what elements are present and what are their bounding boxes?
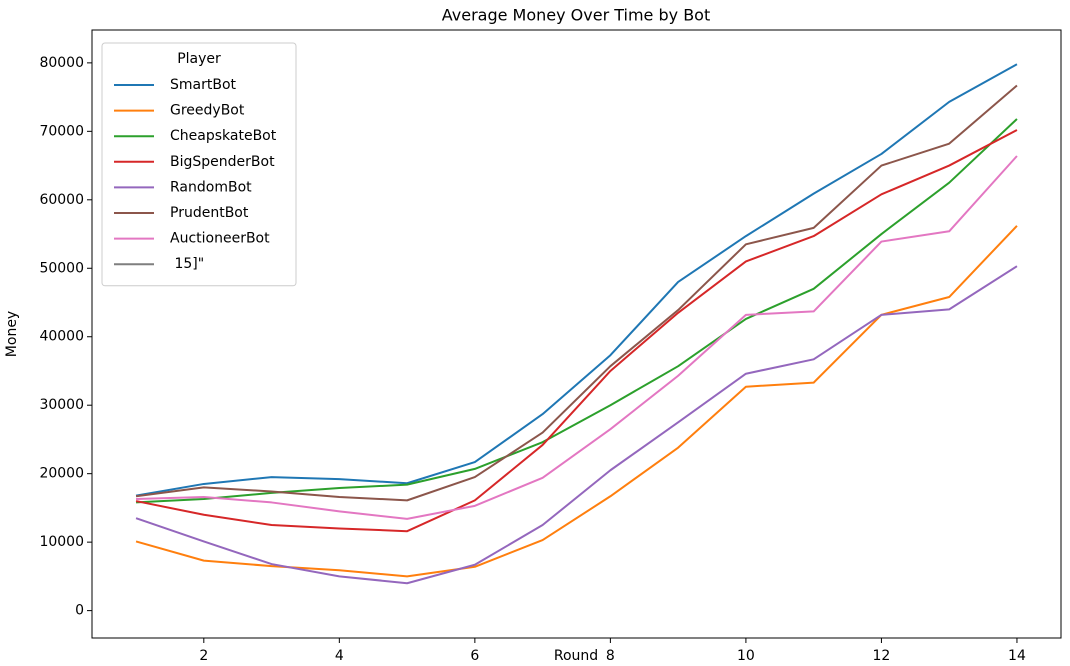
series-line xyxy=(135,129,1018,533)
x-tick-label: 10 xyxy=(737,648,755,664)
legend-title: Player xyxy=(177,51,221,67)
series-line xyxy=(135,84,1018,502)
legend-label: BigSpenderBot xyxy=(170,154,275,170)
y-axis-label: Money xyxy=(4,311,20,357)
x-tick-label: 6 xyxy=(470,648,479,664)
x-tick-label: 4 xyxy=(335,648,344,664)
y-tick-label: 30000 xyxy=(39,397,84,413)
y-tick-label: 0 xyxy=(75,603,84,619)
chart-title: Average Money Over Time by Bot xyxy=(442,6,710,25)
x-tick-label: 8 xyxy=(606,648,615,664)
legend-label: SmartBot xyxy=(170,77,237,93)
x-tick-label: 14 xyxy=(1008,648,1026,664)
series-line xyxy=(135,63,1018,497)
y-tick-label: 20000 xyxy=(39,466,84,482)
y-tick-label: 50000 xyxy=(39,260,84,276)
x-tick-label: 2 xyxy=(199,648,208,664)
x-tick-label: 12 xyxy=(873,648,891,664)
y-tick-label: 10000 xyxy=(39,534,84,550)
legend: Player SmartBot GreedyBot CheapskateBot BigS… xyxy=(101,42,297,287)
legend-label: GreedyBot xyxy=(170,103,245,119)
legend-label: RandomBot xyxy=(170,179,252,195)
y-tick-label: 60000 xyxy=(39,192,84,208)
legend-box xyxy=(101,42,297,287)
legend-label: AuctioneerBot xyxy=(170,231,270,247)
legend-label: CheapskateBot xyxy=(170,128,277,144)
plot-frame xyxy=(91,29,1062,639)
series-line xyxy=(135,265,1018,585)
y-tick-label: 80000 xyxy=(39,55,84,71)
y-tick-label: 70000 xyxy=(39,123,84,139)
y-tick-label: 40000 xyxy=(39,329,84,345)
legend-label: 15]" xyxy=(170,256,204,272)
series-line xyxy=(136,155,1018,520)
x-axis-label: Round xyxy=(554,648,598,664)
legend-label: PrudentBot xyxy=(170,205,249,221)
